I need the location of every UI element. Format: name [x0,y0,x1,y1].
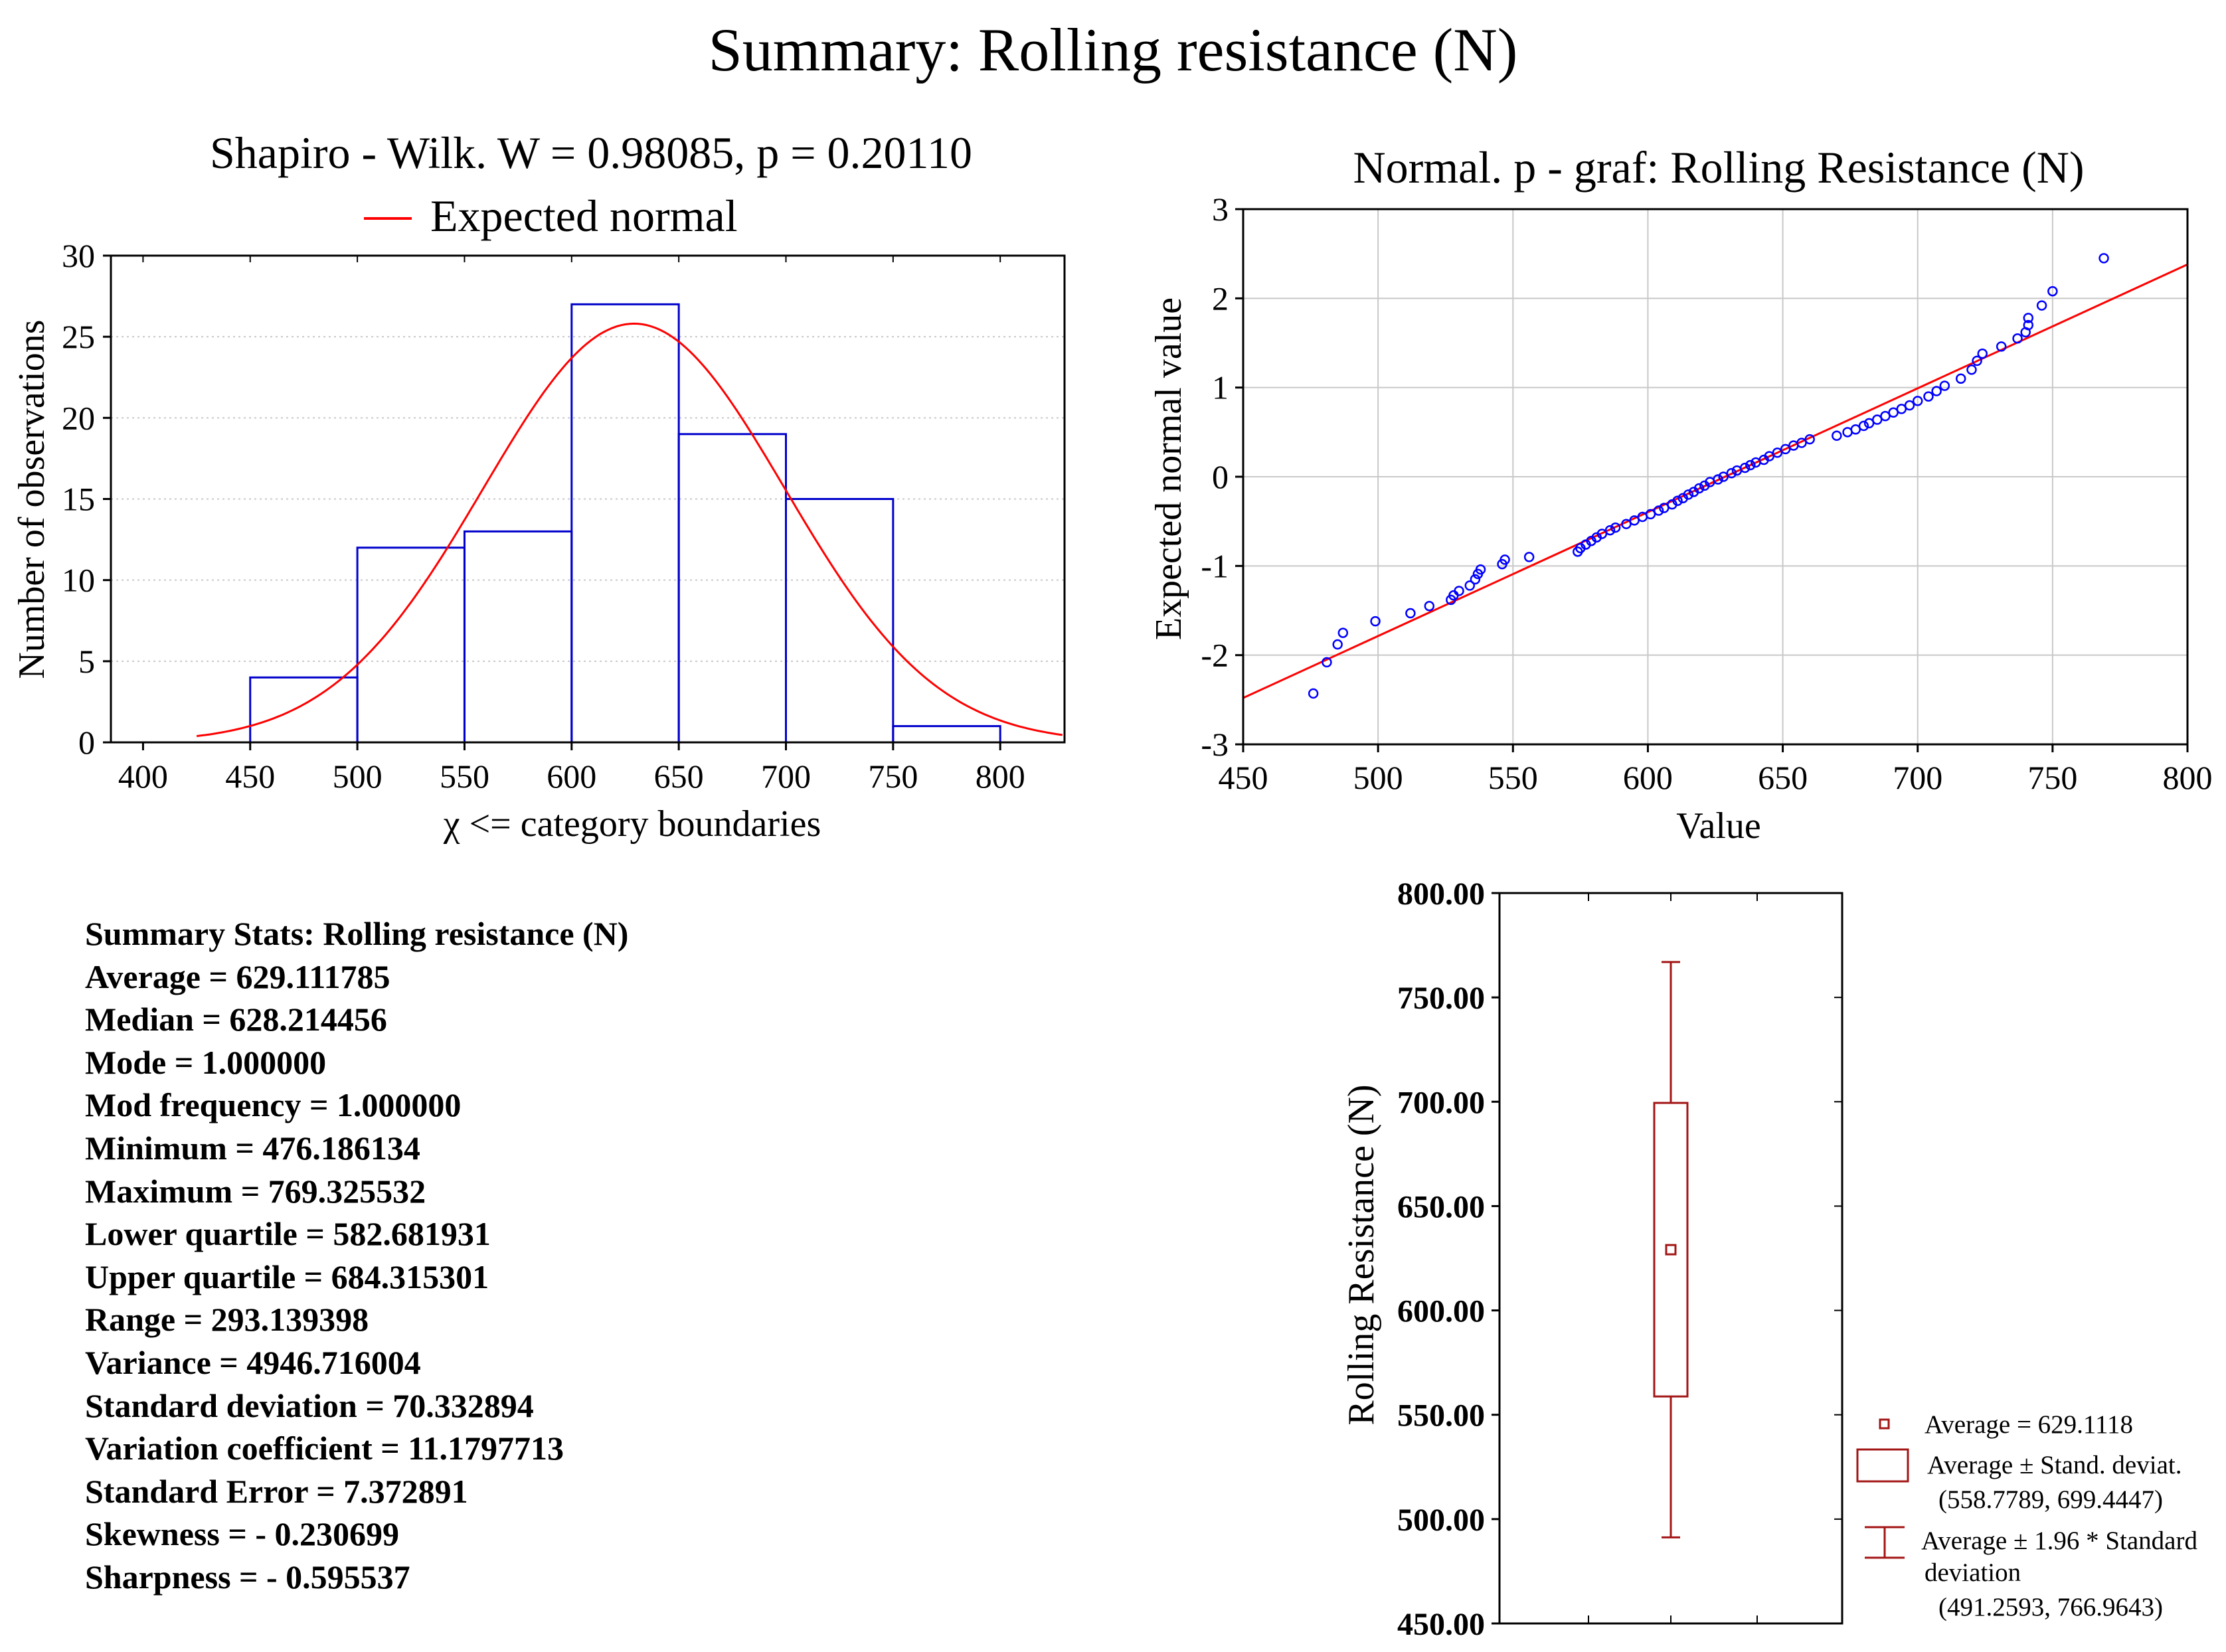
histogram-y-tick-label: 15 [62,481,95,518]
histogram-y-tick-label: 10 [62,562,95,599]
histogram-y-tick-label: 0 [78,724,95,761]
histogram-y-tick-label: 5 [78,643,95,680]
stats-line: Maximum = 769.325532 [85,1172,426,1210]
stats-line: Median = 628.214456 [85,1001,387,1038]
histogram-bars [249,303,1001,744]
histogram-frame [110,254,1066,744]
stats-line: Skewness = - 0.230699 [85,1515,399,1553]
stats-line: Lower quartile = 582.681931 [85,1215,491,1253]
histogram-bar [892,725,1001,744]
histogram-legend-label: Expected normal [430,191,738,241]
histogram-x-tick-label: 550 [440,758,489,795]
summary-stats: Summary Stats: Rolling resistance (N) Av… [85,912,628,1599]
histogram-title: Shapiro - Wilk. W = 0.98085, p = 0.20110 [210,127,972,178]
stats-line: Average = 629.111785 [85,957,390,995]
histogram-x-tick-label: 800 [976,758,1025,795]
main-title: Summary: Rolling resistance (N) [708,16,1518,84]
stats-heading: Summary Stats: Rolling resistance (N) [85,915,629,952]
histogram-x-tick-label: 450 [225,758,275,795]
histogram-y-label: Number of observations [11,319,52,679]
histogram-bar [784,498,895,744]
histogram-bar [463,530,573,744]
expected-normal-curve [196,322,1063,738]
stats-line: Standard Error = 7.372891 [85,1472,468,1510]
histogram-x-label: χ <= category boundaries [443,803,821,845]
histogram-bar [356,546,466,744]
stats-line: Standard deviation = 70.332894 [85,1386,534,1424]
histogram-y-tick-label: 25 [62,318,95,355]
stats-line: Mod frequency = 1.000000 [85,1086,462,1124]
stats-line: Variation coefficient = 11.1797713 [85,1430,564,1467]
stats-line: Upper quartile = 684.315301 [85,1258,489,1295]
histogram-bar [570,303,680,744]
stats-line: Variance = 4946.716004 [85,1343,421,1381]
stats-line: Mode = 1.000000 [85,1043,327,1081]
stats-line: Minimum = 476.186134 [85,1129,420,1167]
histogram-x-tick-label: 600 [547,758,596,795]
histogram-y-tick-label: 30 [62,237,95,274]
stats-line: Range = 293.139398 [85,1301,369,1339]
histogram-gridlines [111,336,1065,662]
histogram-x-tick-label: 700 [761,758,811,795]
histogram-x-tick-label: 400 [118,758,168,795]
histogram-bar [677,433,787,744]
histogram-x-tick-label: 500 [333,758,383,795]
histogram-x-tick-label: 750 [868,758,918,795]
histogram-bar [249,676,359,744]
histogram-y-tick-label: 20 [62,399,95,436]
stats-line: Sharpness = - 0.595537 [85,1558,410,1596]
histogram-ticks: 400 450 500 550 600 650 700 750 800 0 5 10 15 20 25 30 [62,237,1025,795]
histogram-x-tick-label: 650 [654,758,704,795]
